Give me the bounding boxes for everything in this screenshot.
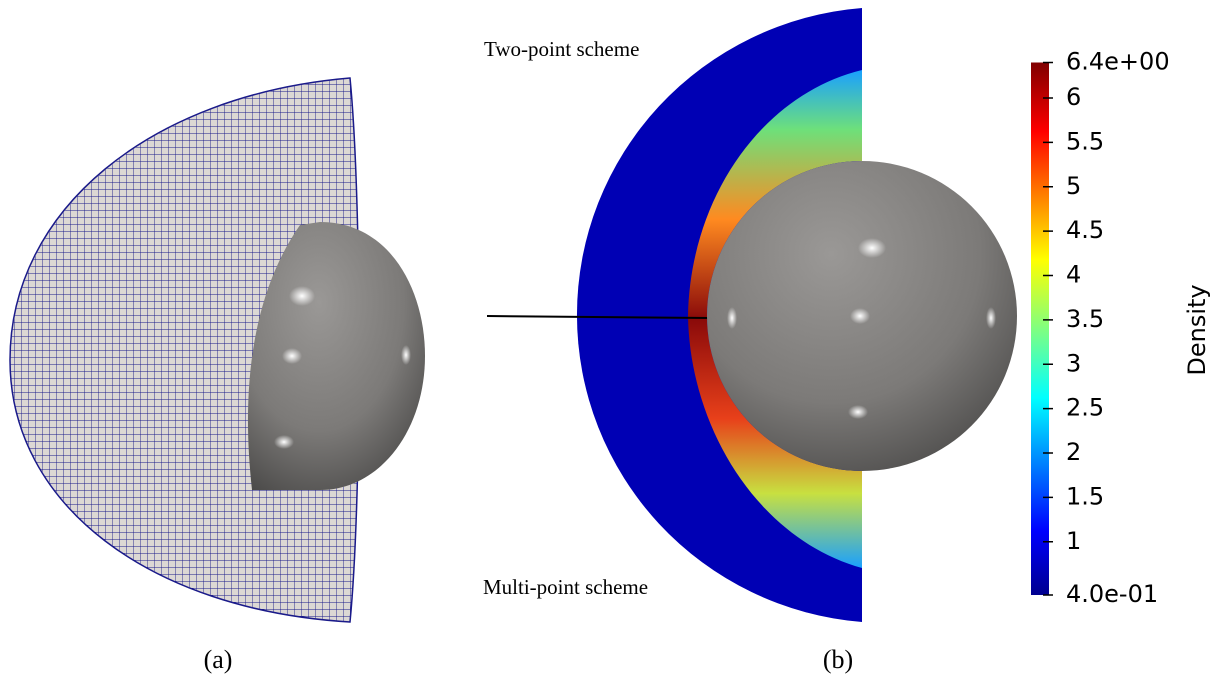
shock-band [688,70,862,568]
highlight [986,307,996,329]
panel-b: Two-point scheme Multi-point scheme (b) [483,8,1017,674]
tick-label: 5.5 [1066,127,1104,155]
annotation: Two-point scheme [484,37,639,61]
highlight [848,405,868,419]
tick-label: 5 [1066,172,1081,200]
colorbar-scale [1031,62,1049,595]
highlight [858,238,886,258]
colorbar-title: Density [1183,284,1211,375]
highlight [727,307,737,329]
panel-label: (b) [823,645,853,674]
panel-a: (a) [9,77,425,674]
highlight [282,348,302,364]
divider [486,315,711,319]
highlight [274,435,294,449]
tick-label: 3 [1066,349,1081,377]
colorbar: Density 6.4e+00 6 5.5 5 4.5 4 3.5 3 2.5 2 1.5 1 4.0e… [1031,48,1211,608]
tick-label: 4.0e-01 [1066,580,1158,608]
highlight [289,286,315,306]
tick-label: 2 [1066,438,1081,466]
tick-label: 6 [1066,83,1081,111]
annotation: Multi-point scheme [483,575,648,599]
tick-label: 1.5 [1066,482,1104,510]
tick-label: 1 [1066,527,1081,555]
tick-label: 4.5 [1066,216,1104,244]
tick-label: 3.5 [1066,305,1104,333]
sphere [247,222,425,490]
highlight [850,308,870,324]
tick-label: 2.5 [1066,394,1104,422]
highlight [401,345,411,365]
tick-label: 4 [1066,261,1081,289]
panel-label: (a) [204,645,233,674]
tick-label: 6.4e+00 [1066,48,1170,76]
